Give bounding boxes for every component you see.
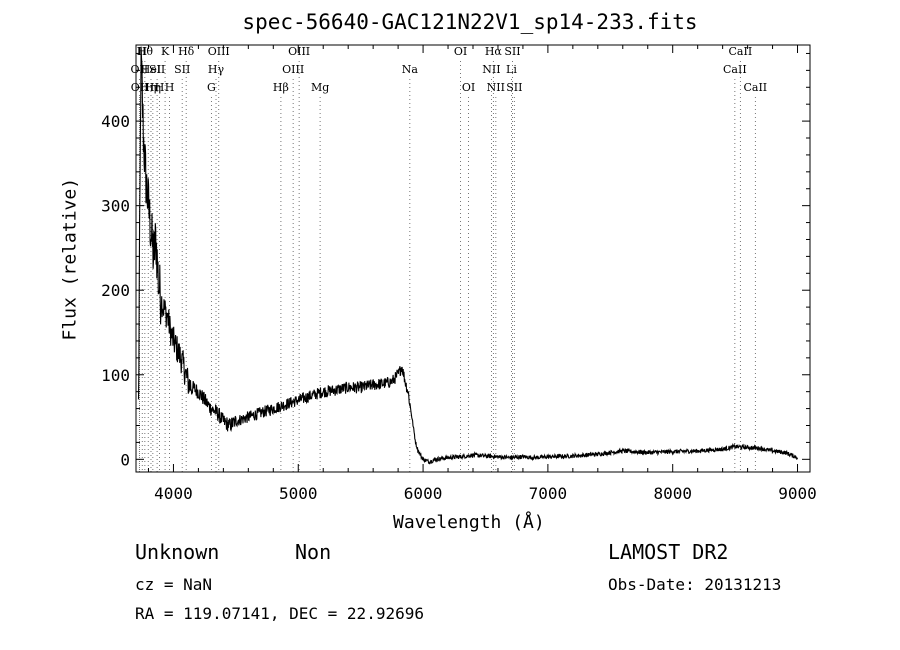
spectral-line-label: Hη <box>140 81 156 94</box>
spectral-line-label: OI <box>454 45 467 58</box>
y-axis-label: Flux (relative) <box>59 177 81 341</box>
spectral-line-label: SII <box>149 63 165 76</box>
spectral-line-label: H <box>165 81 175 94</box>
spectral-line-label: SII <box>506 81 522 94</box>
spectral-line-label: OII <box>131 63 149 76</box>
spectral-line-label: G <box>207 81 216 94</box>
coords-label: RA = 119.07141, DEC = 22.92696 <box>135 604 424 623</box>
y-tick-label: 300 <box>101 197 130 216</box>
spectral-line-label: Li <box>506 63 517 76</box>
y-tick-label: 400 <box>101 112 130 131</box>
spectral-line-label: NII <box>487 81 505 94</box>
spectral-line-label: K <box>161 45 170 58</box>
spectral-line-label: Hθ <box>137 45 154 58</box>
chart-title: spec-56640-GAC121N22V1_sp14-233.fits <box>242 10 698 34</box>
plot-frame <box>135 44 811 473</box>
spectral-line-label: Hβ <box>273 81 289 94</box>
spectral-line-label: CaII <box>743 81 767 94</box>
spectral-line-label: Hα <box>485 45 503 58</box>
x-tick-label: 8000 <box>653 484 692 503</box>
spectral-line-label: Hγ <box>208 63 225 76</box>
axis-ticks-layer: 4000 5000 6000 7000 8000 9000 0 100 200 300 400 <box>101 45 817 503</box>
spectral-line-label: H <box>155 81 165 94</box>
spectral-line-label: HeI <box>141 63 161 76</box>
x-tick-label: 7000 <box>529 484 568 503</box>
spectral-line-label: SII <box>174 63 190 76</box>
x-tick-label: 6000 <box>404 484 443 503</box>
spectral-line-label: Hη <box>145 81 161 94</box>
spectral-line-label: H <box>137 45 147 58</box>
y-tick-label: 0 <box>120 450 130 469</box>
spectrum-line <box>137 46 799 465</box>
spectral-line-label: OI <box>462 81 475 94</box>
obs-date-label: Obs-Date: 20131213 <box>608 575 782 594</box>
x-tick-label: 5000 <box>279 484 318 503</box>
spectral-line-label: Na <box>402 63 419 76</box>
spectral-line-label: SII <box>504 45 520 58</box>
y-tick-label: 200 <box>101 281 130 300</box>
x-tick-label: 9000 <box>778 484 817 503</box>
spectral-lines-layer: OIIOIIHHθHηHeIHηSIIHKHSIIHδGHγOIIIHβOIII… <box>131 45 767 472</box>
cz-label: cz = NaN <box>135 575 213 594</box>
subclass-label: Non <box>295 540 332 564</box>
survey-label: LAMOST DR2 <box>608 540 729 564</box>
class-label: Unknown <box>135 540 220 564</box>
spectral-line-label: CaII <box>729 45 753 58</box>
x-axis-label: Wavelength (Å) <box>393 512 545 533</box>
x-tick-label: 4000 <box>154 484 193 503</box>
spectral-line-label: OIII <box>282 63 304 76</box>
spectral-line-label: Hδ <box>178 45 195 58</box>
spectral-line-label: CaII <box>723 63 747 76</box>
spectral-line-label: OIII <box>208 45 230 58</box>
y-tick-label: 100 <box>101 366 130 385</box>
spectral-line-label: Mg <box>311 81 329 94</box>
spectral-line-label: OIII <box>288 45 310 58</box>
spectral-line-label: NII <box>482 63 500 76</box>
